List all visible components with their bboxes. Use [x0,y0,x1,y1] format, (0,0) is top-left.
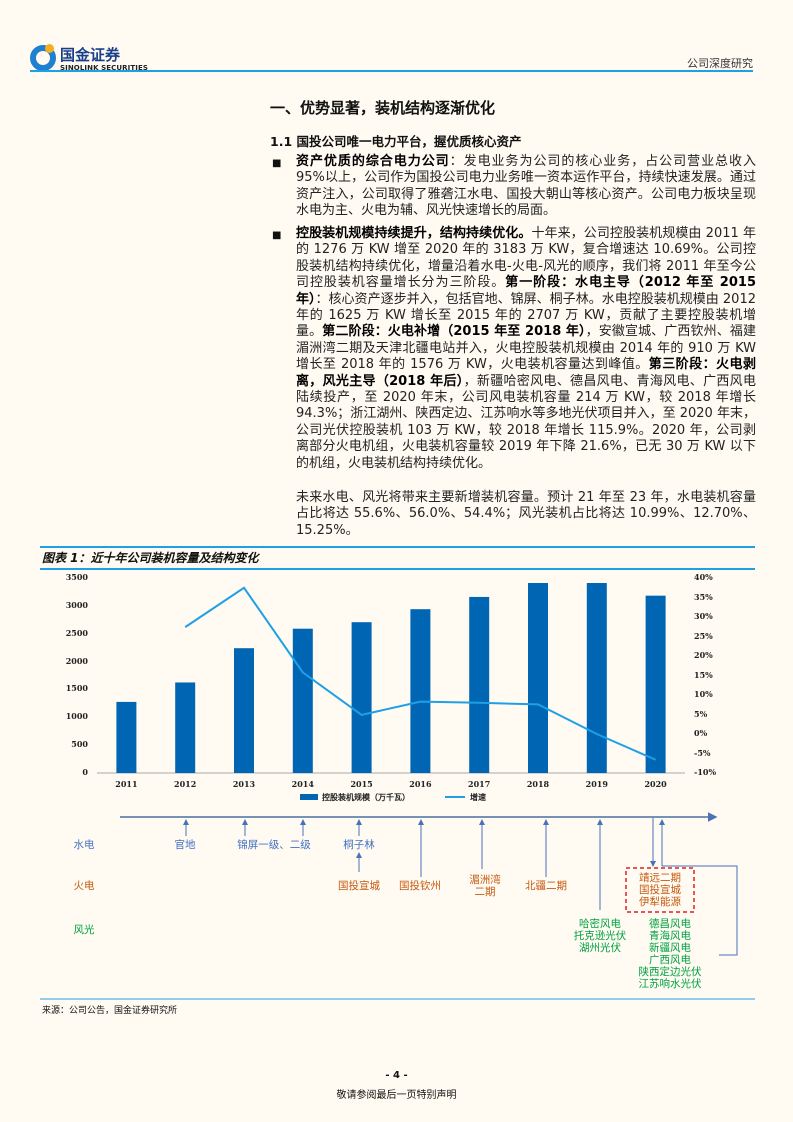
label-tongzilin: 桐子林 [343,839,375,851]
y-right-tick-label: -10% [694,767,717,777]
growth-line [184,586,657,761]
bullet-icon: ■ [272,158,282,169]
logo-text: 国金证券 [60,46,121,64]
wind-list-a: 哈密风电 托克逊光伏 湖州光伏 [573,918,627,954]
legend-bar-swatch [300,794,318,800]
bullet-paragraph-1: 资产优质的综合电力公司：发电业务为公司的核心业务，占公司营业总收入 95%以上，… [296,154,756,219]
bar-2017 [469,596,490,773]
x-tick-label: 2016 [409,779,432,789]
bar-2013 [234,648,254,773]
chart [97,583,685,800]
y-left-tick-label: 500 [71,739,88,750]
y-right-tick-label: 40% [694,572,713,582]
label-meizhouwan: 湄洲湾 二期 [469,874,501,898]
y-right-tick-label: 5% [694,708,708,719]
bar-2016 [410,609,431,773]
bullet-icon: ■ [272,230,282,241]
label-xuancheng: 国投宣城 [338,880,380,892]
label-qinzhou: 国投钦州 [399,880,441,892]
caption-bottom-line [40,568,755,570]
label-jinping: 锦屏一级、二级 [237,839,311,851]
row-label-thermal: 火电 [73,880,95,892]
wind-list-b: 德昌风电 青海风电 新疆风电 广西风电 陕西定边光伏 江苏响水光伏 [638,918,702,990]
y-right-tick-label: -5% [694,747,711,758]
y-right-tick-label: 15% [694,669,713,680]
x-tick-label: 2015 [350,779,373,789]
closing-paragraph: 未来水电、风光将带来主要新增装机容量。预计 21 年至 23 年，水电装机容量占… [296,490,756,538]
y-right-tick-label: 35% [694,591,713,602]
row-label-hydro: 水电 [73,839,95,851]
subsection-title: 1.1 国投公司唯一电力平台，握优质核心资产 [270,134,522,149]
x-tick-label: 2013 [232,779,256,789]
logo-dot [45,44,54,53]
bar-2018 [528,583,548,773]
logo-icon [30,45,56,71]
y-left-tick-label: 1000 [65,711,88,722]
y-left-tick-label: 3500 [65,572,88,582]
y-left-tick-label: 1500 [65,683,88,694]
header-divider [30,70,753,72]
y-left-tick-label: 3000 [65,599,88,610]
bar-2012 [175,682,196,773]
x-tick-label: 2018 [526,779,550,789]
bar-2019 [586,583,607,773]
label-guandi: 官地 [174,839,196,851]
bullet-paragraph-2: 控股装机规模持续提升，结构持续优化。十年来，公司控股装机规模由 2011 年的 … [296,226,756,471]
x-tick-label: 2011 [115,779,138,789]
y-left-tick-label: 0 [82,767,88,777]
y-right-tick-label: 0% [694,728,708,738]
legend-line-label: 增速 [470,792,486,802]
x-tick-label: 2020 [644,779,667,789]
y-right-tick-label: 30% [694,611,713,621]
bar-2011 [116,701,137,773]
bar-2020 [645,595,666,773]
y-right-tick-label: 20% [694,650,713,660]
report-type: 公司深度研究 [687,57,753,70]
label-beijiang: 北疆二期 [525,880,567,892]
y-right-tick-label: 25% [694,630,713,641]
page-number: - 4 - [385,1070,408,1081]
timeline-graphics [40,812,755,1000]
x-tick-label: 2012 [174,779,197,789]
divested-list: 靖远二期 国投宣城 伊犁能源 [639,872,681,908]
chart-caption: 图表 1：近十年公司装机容量及结构变化 [42,551,259,565]
logo-subtext: SINOLINK SECURITIES [60,64,148,72]
x-tick-label: 2014 [291,779,314,789]
bar-2015 [351,622,372,773]
row-label-wind-solar: 风光 [73,924,95,936]
x-tick-label: 2019 [585,779,608,789]
section-title: 一、优势显著，装机结构逐渐优化 [270,99,496,117]
source-note: 来源：公司公告，国金证券研究所 [42,1006,178,1016]
y-left-tick-label: 2500 [65,627,88,638]
y-right-tick-label: 10% [694,689,713,699]
disclaimer-note: 敬请参阅最后一页特别声明 [336,1090,457,1101]
legend-bar-label: 控股装机规模（万千瓦） [322,792,410,802]
caption-top-line [40,546,755,548]
x-tick-label: 2017 [468,779,491,789]
y-left-tick-label: 2000 [65,655,88,666]
bracket-line [662,865,738,956]
